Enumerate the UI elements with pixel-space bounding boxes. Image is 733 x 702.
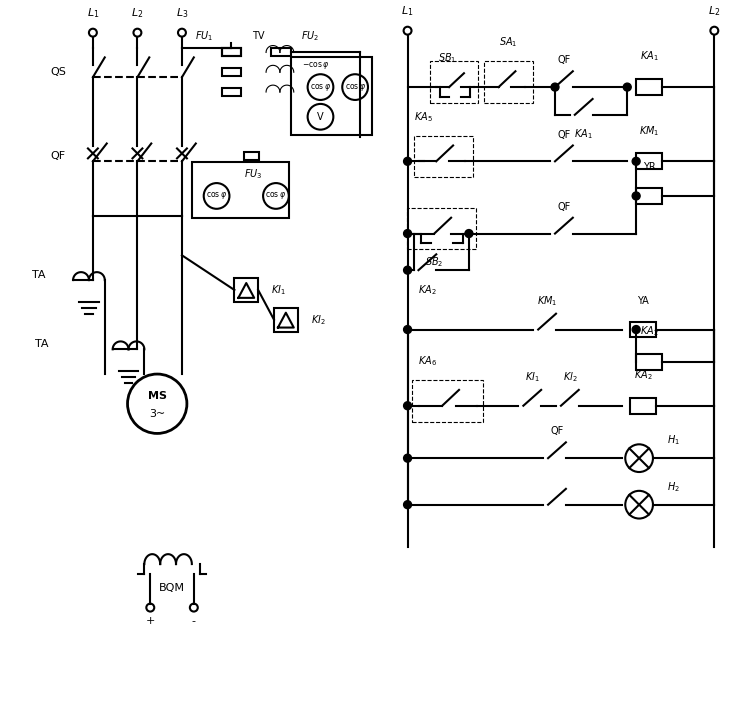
Text: $Kl_2$: $Kl_2$ [562, 370, 577, 384]
Circle shape [632, 157, 640, 165]
Circle shape [133, 29, 141, 37]
Circle shape [404, 230, 411, 237]
Bar [235, 278, 258, 302]
Circle shape [625, 444, 653, 472]
Text: $H_2$: $H_2$ [667, 480, 679, 494]
Bar [221, 48, 241, 56]
Bar [413, 135, 473, 177]
Circle shape [710, 27, 718, 34]
Text: YR: YR [643, 162, 655, 172]
Bar [221, 48, 241, 56]
Text: -: - [192, 616, 196, 626]
Text: TA: TA [32, 270, 45, 280]
Circle shape [625, 491, 653, 519]
Bar [430, 61, 478, 103]
Text: $L_2$: $L_2$ [131, 6, 144, 20]
Text: $\cos\varphi$: $\cos\varphi$ [206, 190, 227, 201]
Bar [636, 79, 662, 95]
Bar [636, 188, 662, 204]
Circle shape [204, 183, 229, 208]
Text: $-\cos\varphi$: $-\cos\varphi$ [302, 60, 329, 71]
Text: $H_1$: $H_1$ [667, 433, 679, 447]
Text: 3~: 3~ [149, 409, 166, 418]
Text: $L_1$: $L_1$ [86, 6, 99, 20]
Bar [221, 68, 241, 77]
Circle shape [89, 29, 97, 37]
Circle shape [342, 74, 368, 100]
Text: $KA_5$: $KA_5$ [414, 110, 432, 124]
Bar [407, 208, 476, 249]
Text: $L_2$: $L_2$ [708, 4, 721, 18]
Bar [274, 307, 298, 331]
Text: $FU_2$: $FU_2$ [301, 29, 320, 43]
Text: $SA_1$: $SA_1$ [499, 36, 517, 49]
Circle shape [178, 29, 186, 37]
Bar [291, 58, 372, 135]
Circle shape [632, 326, 640, 333]
Text: $\cos\varphi$: $\cos\varphi$ [345, 81, 366, 93]
Text: QF: QF [557, 130, 570, 140]
Text: V: V [317, 112, 324, 121]
Bar [630, 398, 656, 413]
Circle shape [147, 604, 154, 611]
Circle shape [623, 83, 631, 91]
Circle shape [404, 501, 411, 509]
Text: $SB_1$: $SB_1$ [438, 51, 457, 65]
Text: $KI_1$: $KI_1$ [525, 370, 539, 384]
Text: TV: TV [252, 31, 265, 41]
Text: QF: QF [550, 426, 564, 437]
Text: $KM_1$: $KM_1$ [638, 124, 659, 138]
Bar [484, 61, 533, 103]
Circle shape [551, 83, 559, 91]
Circle shape [190, 604, 198, 611]
Text: +: + [146, 616, 155, 626]
Text: $KA_2$: $KA_2$ [634, 368, 652, 382]
Text: $L_1$: $L_1$ [402, 4, 414, 18]
Text: $L_3$: $L_3$ [176, 6, 188, 20]
Text: $KA_1$: $KA_1$ [575, 128, 593, 142]
Text: $FU_1$: $FU_1$ [194, 29, 213, 43]
Text: BQM: BQM [159, 583, 185, 592]
Bar [411, 380, 483, 422]
Circle shape [404, 402, 411, 410]
Bar [630, 322, 656, 338]
Bar [271, 48, 291, 56]
Text: MS: MS [148, 391, 166, 401]
Bar [636, 355, 662, 370]
Text: $FU_3$: $FU_3$ [244, 167, 262, 181]
Circle shape [308, 104, 334, 130]
Text: $\cos\varphi$: $\cos\varphi$ [265, 190, 287, 201]
Bar [636, 154, 662, 169]
Text: TA: TA [34, 339, 48, 350]
Text: QS: QS [51, 67, 66, 77]
Text: $KI_2$: $KI_2$ [311, 312, 325, 326]
Bar [244, 152, 259, 160]
Text: $KI_1$: $KI_1$ [271, 283, 286, 297]
Circle shape [404, 266, 411, 274]
Text: QF: QF [557, 55, 570, 65]
Text: $SB_2$: $SB_2$ [425, 256, 443, 269]
Text: YA: YA [637, 296, 649, 306]
Text: $KA_1$: $KA_1$ [640, 50, 658, 63]
Text: $KA_2$: $KA_2$ [640, 324, 658, 338]
Circle shape [128, 374, 187, 433]
Circle shape [263, 183, 289, 208]
Text: QF: QF [557, 201, 570, 212]
Text: $\cos\varphi$: $\cos\varphi$ [310, 81, 331, 93]
Text: $KA_2$: $KA_2$ [418, 283, 437, 297]
Circle shape [404, 157, 411, 165]
Circle shape [465, 230, 473, 237]
Text: QF: QF [51, 152, 66, 161]
Circle shape [404, 454, 411, 462]
Bar [221, 88, 241, 96]
Circle shape [404, 27, 411, 34]
Circle shape [632, 192, 640, 200]
Text: $KA_6$: $KA_6$ [418, 355, 437, 368]
Circle shape [404, 326, 411, 333]
Bar [192, 162, 289, 218]
Circle shape [308, 74, 334, 100]
Text: $KM_1$: $KM_1$ [537, 294, 557, 307]
